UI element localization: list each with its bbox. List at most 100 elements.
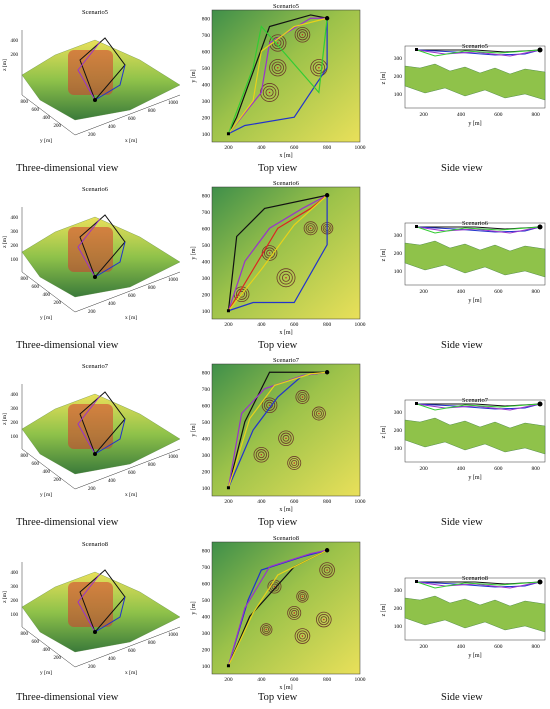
x-tick-label: 400 xyxy=(457,112,466,118)
threat-ring xyxy=(312,61,326,74)
x-tick-label: 400 xyxy=(108,479,116,484)
y-tick-label: 400 xyxy=(43,470,51,475)
x-tick-label: 200 xyxy=(88,487,96,492)
y-tick-label: 100 xyxy=(202,486,211,492)
threat-center xyxy=(276,42,279,44)
x-tick-label: 400 xyxy=(457,466,466,472)
threat-ring xyxy=(318,613,330,626)
x-tick-label: 200 xyxy=(88,133,96,138)
x-tick-label: 400 xyxy=(457,644,466,650)
y-tick-label: 600 xyxy=(32,462,40,467)
threat-ring xyxy=(307,225,314,232)
y-tick-label: 300 xyxy=(394,410,403,416)
x-axis-label: x [m] xyxy=(279,153,292,159)
z-tick-label: 200 xyxy=(11,599,19,604)
threat-center xyxy=(285,276,287,279)
x-tick-label: 400 xyxy=(457,289,466,295)
y-tick-label: 500 xyxy=(202,66,211,72)
goal-marker xyxy=(324,16,330,21)
threat-center xyxy=(273,585,276,588)
threat-ring xyxy=(289,457,300,469)
threat-ring xyxy=(261,245,278,261)
y-tick-label: 300 xyxy=(394,56,403,62)
y-axis-label: z [m] xyxy=(381,604,387,617)
y-tick-label: 800 xyxy=(21,100,29,105)
threat-center xyxy=(326,569,328,571)
y-tick-label: 800 xyxy=(202,370,211,376)
z-tick-label: 100 xyxy=(11,435,19,440)
y-tick-label: 600 xyxy=(202,581,211,587)
threat-center xyxy=(293,612,296,614)
x-axis-label: x [m] xyxy=(125,138,137,144)
x-tick-label: 400 xyxy=(108,302,116,307)
top-view-title: Scenario8 xyxy=(273,535,299,542)
path-black xyxy=(79,569,126,633)
caption-side: Side view xyxy=(441,163,483,174)
scenario-row: Scenario5 400 200 800 600 400 200 200 400 600 800 1… xyxy=(0,0,550,177)
threat-center xyxy=(323,618,325,621)
z-tick-label: 200 xyxy=(11,53,19,58)
threat-ring xyxy=(265,88,274,97)
threat-ring xyxy=(315,410,322,417)
threat-ring xyxy=(274,64,282,72)
z-axis-label: z [m] xyxy=(2,236,8,248)
threat-ring xyxy=(261,625,271,634)
y-tick-label: 200 xyxy=(202,115,211,121)
threat-center xyxy=(318,412,320,415)
threat-center xyxy=(285,437,287,440)
x-tick-label: 1000 xyxy=(168,101,179,106)
threat-center xyxy=(268,91,271,94)
x-tick-label: 600 xyxy=(128,117,136,122)
path-blue xyxy=(416,226,541,233)
threat-ring xyxy=(316,611,332,628)
y-tick-label: 500 xyxy=(202,420,211,426)
scenario-row: Scenario8 400 300 200 100 800 600 400 200 200 400 6… xyxy=(0,532,550,709)
top-view-plot: Scenario5 200 400 600 800 1000 800 700 600 500 400… xyxy=(191,3,366,159)
y-tick-label: 200 xyxy=(394,606,403,612)
threat-center xyxy=(265,628,268,631)
y-tick-label: 500 xyxy=(202,243,211,249)
path-yellow xyxy=(227,371,328,488)
threat-cylinders xyxy=(68,582,113,627)
path-green xyxy=(416,581,541,589)
y-tick-label: 800 xyxy=(21,277,29,282)
threat-ring xyxy=(319,562,335,578)
x-tick-label: 200 xyxy=(224,322,233,328)
z-axis-label: z [m] xyxy=(2,59,8,71)
caption-three-d: Three-dimensional view xyxy=(16,517,119,528)
y-tick-label: 100 xyxy=(202,664,211,670)
path-blue xyxy=(94,596,126,633)
x-tick-label: 800 xyxy=(148,463,156,468)
y-tick-label: 600 xyxy=(202,226,211,232)
x-tick-label: 400 xyxy=(257,145,266,151)
threat-ring xyxy=(263,626,269,633)
x-tick-label: 1000 xyxy=(168,455,179,460)
threat-ring xyxy=(262,85,277,100)
x-tick-label: 200 xyxy=(420,644,429,650)
threat-center xyxy=(301,595,304,598)
y-tick-label: 800 xyxy=(202,548,211,554)
top-view-plot: Scenario7 200 400 600 800 1000 800 700 600 500 400… xyxy=(191,357,366,513)
z-tick-label: 100 xyxy=(11,613,19,618)
terrain-profile xyxy=(404,417,546,455)
y-tick-label: 100 xyxy=(394,624,403,630)
caption-top: Top view xyxy=(258,692,298,703)
threat-center xyxy=(268,252,271,254)
x-tick-label: 1000 xyxy=(355,145,366,151)
x-tick-label: 200 xyxy=(420,466,429,472)
threat-ring xyxy=(271,61,284,74)
x-tick-label: 600 xyxy=(290,499,299,505)
x-tick-label: 600 xyxy=(494,112,503,118)
three-d-title: Scenario6 xyxy=(82,186,109,193)
path-red xyxy=(227,194,328,312)
path-yellow xyxy=(227,194,328,312)
threat-ring xyxy=(298,592,307,601)
y-tick-label: 400 xyxy=(43,116,51,121)
goal-marker xyxy=(324,548,330,553)
x-tick-label: 600 xyxy=(128,649,136,654)
threat-ring xyxy=(320,616,328,623)
z-tick-label: 300 xyxy=(11,230,19,235)
y-axis-label: z [m] xyxy=(381,426,387,439)
path-black xyxy=(227,14,328,135)
start-marker xyxy=(226,132,230,136)
